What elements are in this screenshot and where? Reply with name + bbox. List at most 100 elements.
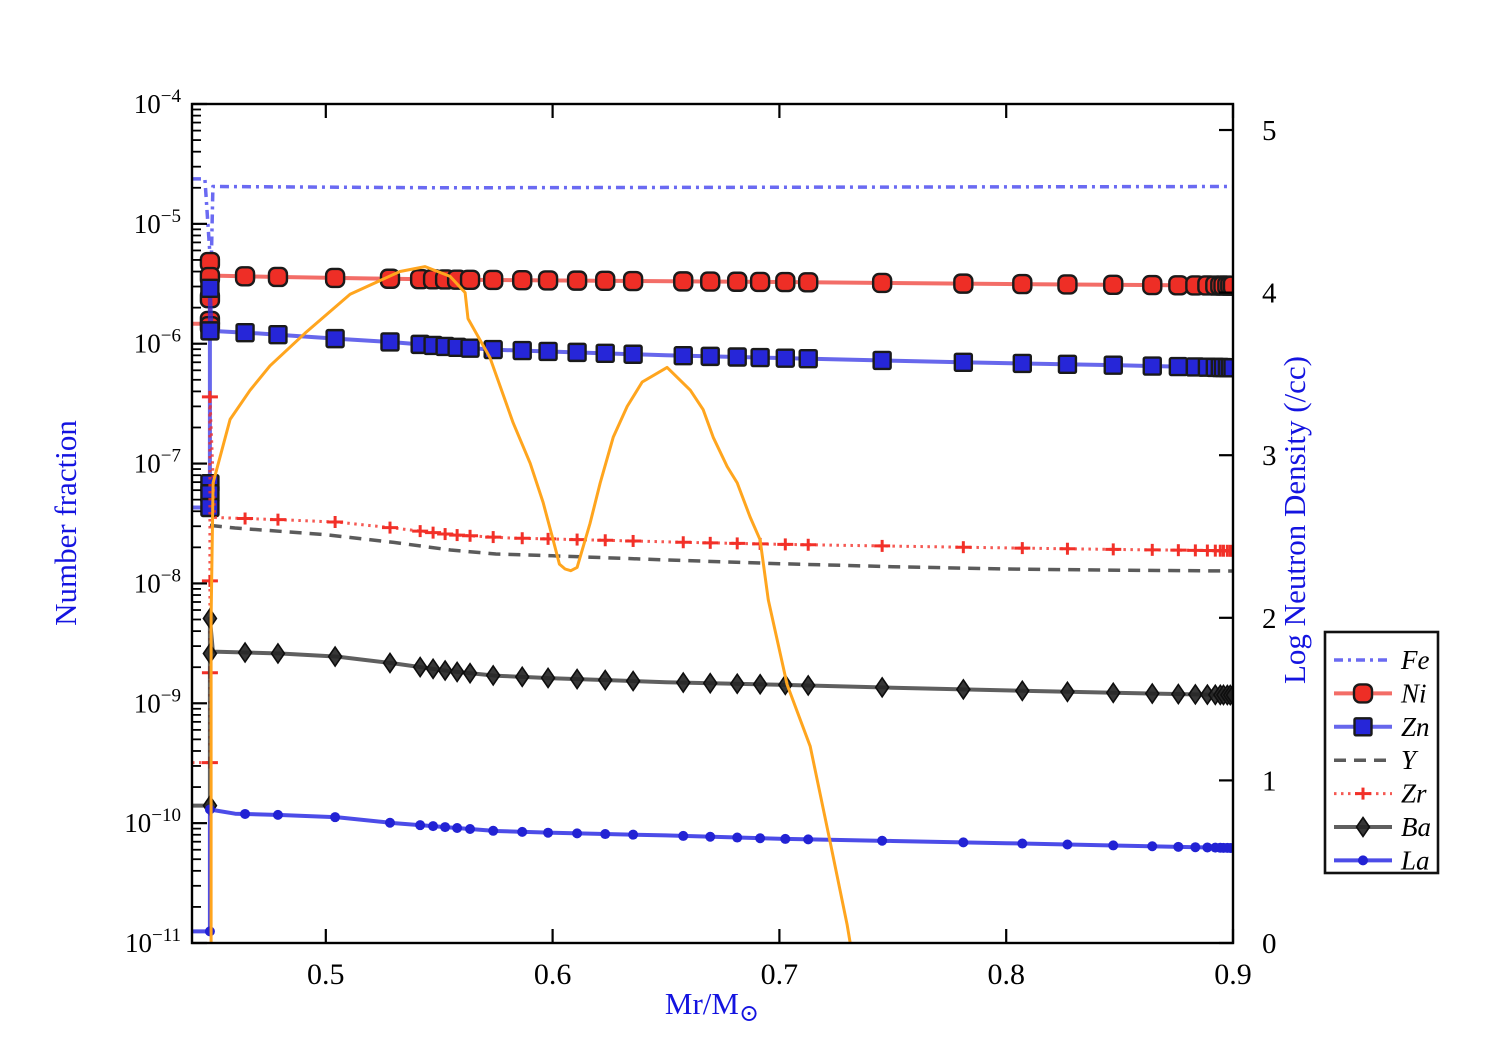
plot-border xyxy=(190,102,1235,945)
marker-dot xyxy=(517,826,528,837)
y2-tick-label: 5 xyxy=(1262,115,1277,147)
legend-label: Y xyxy=(1401,745,1419,775)
marker-dot xyxy=(1147,841,1158,852)
marker-dot xyxy=(415,820,426,831)
y2-tick-label: 4 xyxy=(1262,278,1277,310)
marker-circle xyxy=(1057,274,1078,295)
marker-dot xyxy=(272,809,283,820)
marker-dot xyxy=(600,829,611,840)
marker-dot xyxy=(1228,843,1233,854)
marker-dot xyxy=(428,821,439,832)
x-tick-label: 0.7 xyxy=(761,958,799,991)
marker-diamond xyxy=(1105,681,1121,704)
marker-circle xyxy=(512,269,533,291)
marker-square xyxy=(567,342,587,363)
marker-circle xyxy=(1222,275,1233,296)
marker-square xyxy=(460,338,480,358)
marker-dot xyxy=(958,837,969,848)
legend-entry-y: Y xyxy=(1334,745,1419,775)
x-tick-label: 0.9 xyxy=(1214,958,1252,991)
marker-square xyxy=(775,348,796,368)
marker-diamond xyxy=(437,659,453,682)
marker-diamond xyxy=(800,674,816,697)
y-tick-label: 10−7 xyxy=(134,446,181,479)
marker-dot xyxy=(384,817,395,828)
marker-diamond xyxy=(270,642,286,665)
marker-diamond xyxy=(625,670,641,692)
marker-diamond xyxy=(1170,683,1186,705)
marker-dot xyxy=(240,808,251,819)
marker-dot xyxy=(440,822,451,833)
marker-square xyxy=(538,341,558,362)
marker-diamond xyxy=(1014,679,1030,702)
marker-diamond xyxy=(752,673,768,696)
marker-dot xyxy=(1173,841,1184,852)
legend-entry-fe: Fe xyxy=(1334,645,1429,675)
marker-dot xyxy=(755,833,766,844)
marker-diamond xyxy=(1059,680,1075,703)
marker-square xyxy=(750,347,770,368)
marker-square xyxy=(1353,717,1373,737)
marker-square xyxy=(268,325,288,345)
marker-circle xyxy=(775,271,796,293)
marker-diamond xyxy=(1355,816,1371,838)
series-layer xyxy=(192,177,1233,943)
y-tick-label: 10−4 xyxy=(134,86,182,119)
legend-label: Zn xyxy=(1401,712,1430,742)
marker-square xyxy=(727,347,747,367)
series-ba-markers xyxy=(202,607,1233,817)
legend-label: Ni xyxy=(1400,678,1427,708)
marker-diamond xyxy=(675,671,691,694)
y2-tick-label: 1 xyxy=(1262,765,1277,797)
y-tick-label: 10−8 xyxy=(134,565,181,598)
marker-circle xyxy=(727,271,748,292)
marker-circle xyxy=(1352,683,1374,704)
marker-dot xyxy=(1190,842,1201,853)
marker-diamond xyxy=(462,662,478,685)
marker-circle xyxy=(1012,273,1033,295)
marker-circle xyxy=(871,272,893,294)
marker-circle xyxy=(673,271,694,292)
series-zn xyxy=(192,278,1233,518)
series-y-line xyxy=(209,523,1233,573)
marker-circle xyxy=(324,267,346,289)
marker-square xyxy=(1012,353,1033,374)
marker-diamond xyxy=(955,678,971,701)
y2-tick-label: 3 xyxy=(1262,440,1277,472)
marker-dot xyxy=(1017,838,1028,849)
marker-circle xyxy=(482,269,504,291)
series-fe-line xyxy=(192,177,1233,274)
marker-diamond xyxy=(382,652,398,674)
axes: 0.5 0.6 0.7 0.8 0.9 10−4 10−5 10−6 10−7 10−8 10−9 1… xyxy=(124,86,1277,991)
y-tick-label: 10−11 xyxy=(125,925,181,958)
marker-dot xyxy=(572,828,583,839)
legend-label: Zr xyxy=(1401,779,1427,809)
marker-diamond xyxy=(1144,682,1160,705)
x-tick-label: 0.8 xyxy=(987,958,1025,991)
series-neutron-density-line xyxy=(209,265,852,943)
marker-circle xyxy=(267,266,289,288)
marker-square xyxy=(235,322,255,343)
marker-circle xyxy=(595,270,616,292)
marker-dot xyxy=(877,835,888,846)
marker-square xyxy=(325,328,345,349)
marker-diamond xyxy=(569,668,585,690)
marker-square xyxy=(673,346,693,366)
marker-square xyxy=(380,332,400,352)
legend-label: Ba xyxy=(1401,812,1431,842)
marker-diamond xyxy=(597,669,613,691)
marker-diamond xyxy=(485,664,501,687)
marker-circle xyxy=(566,270,588,291)
marker-circle xyxy=(1142,274,1163,296)
y2-axis-title: Log Neutron Density (/cc) xyxy=(1277,356,1312,684)
marker-square xyxy=(1223,358,1233,378)
marker-circle xyxy=(537,270,559,291)
marker-circle xyxy=(622,270,644,292)
marker-circle xyxy=(798,272,819,293)
marker-diamond xyxy=(449,660,465,683)
marker-square xyxy=(1168,356,1189,377)
